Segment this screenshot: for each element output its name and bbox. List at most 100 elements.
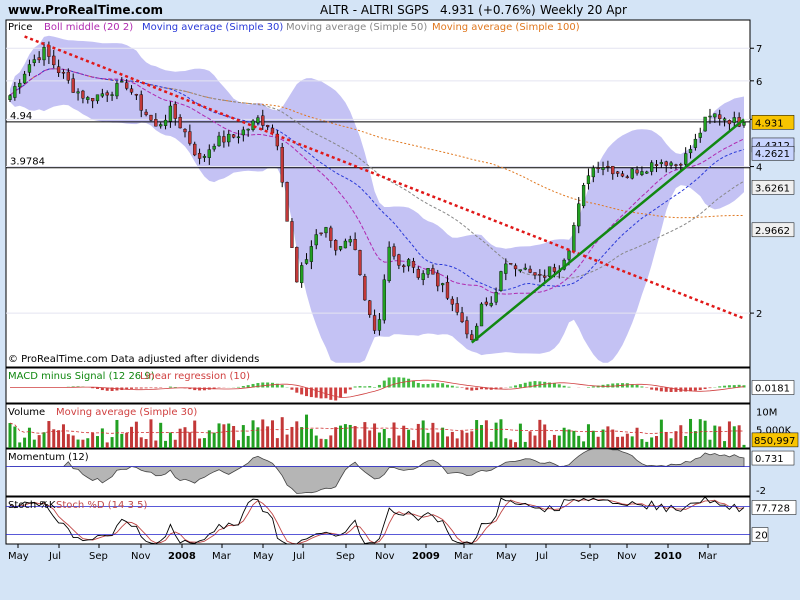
candle-body <box>742 122 746 126</box>
candle-body <box>353 239 357 250</box>
volume-bar <box>270 420 274 448</box>
macd-bar <box>484 387 488 390</box>
macd-bar <box>703 387 707 390</box>
volume-bar <box>76 439 80 448</box>
macd-bar <box>134 387 138 389</box>
volume-bar <box>693 431 697 448</box>
volume-bar <box>392 422 396 448</box>
volume-bar <box>475 420 479 448</box>
volume-bar <box>625 433 629 448</box>
level-label: 4.94 <box>10 111 32 122</box>
candle-body <box>465 320 469 335</box>
candle-body <box>149 114 153 121</box>
macd-bar <box>742 385 746 388</box>
volume-bar <box>110 437 114 448</box>
macd-bar <box>737 384 741 388</box>
volume-bar <box>134 421 138 448</box>
momentum-value-tag <box>751 450 795 466</box>
stoch-d-line <box>9 498 745 545</box>
stoch-d-title: Stoch %D (14 3 5) <box>56 500 147 511</box>
candle-body <box>445 281 450 299</box>
volume-bar <box>241 425 245 448</box>
candle-body <box>285 182 289 222</box>
volume-bar <box>52 429 56 448</box>
macd-bar <box>236 386 240 388</box>
macd-bar <box>523 382 527 388</box>
x-tick-label: 2010 <box>654 551 682 562</box>
candle-body <box>421 273 425 280</box>
candle-body <box>246 128 250 131</box>
volume-bar <box>630 436 634 448</box>
volume-bar <box>314 435 318 448</box>
macd-bar <box>319 387 323 399</box>
volume-bar <box>499 419 503 448</box>
volume-bar <box>23 437 27 448</box>
candle-body <box>688 149 693 154</box>
volume-bar <box>261 419 265 448</box>
volume-bar <box>480 425 484 448</box>
volume-bar <box>373 423 377 448</box>
macd-bar <box>538 381 542 388</box>
macd-bar <box>421 384 425 388</box>
volume-bar <box>548 440 552 448</box>
site-name[interactable]: www.ProRealTime.com <box>8 3 163 17</box>
sma30-line <box>9 68 745 291</box>
volume-bar <box>47 421 51 448</box>
macd-bar <box>596 385 600 388</box>
volume-bar <box>465 432 469 448</box>
candle-body <box>397 254 401 266</box>
macd-bar <box>382 380 386 388</box>
volume-bar <box>227 423 231 448</box>
volume-bar <box>523 441 527 448</box>
volume-bar <box>382 428 386 448</box>
candle-body <box>363 276 367 301</box>
macd-bar <box>625 383 629 388</box>
macd-bar <box>606 384 610 388</box>
volume-bar <box>674 431 678 448</box>
watermark-text: © ProRealTime.com Data adjusted after di… <box>8 354 259 365</box>
last-value-tag <box>751 145 795 161</box>
candle-body <box>217 135 221 147</box>
candle-body <box>188 131 192 144</box>
candle-body <box>295 247 299 283</box>
macd-bar <box>392 377 396 388</box>
candle-body <box>601 167 605 170</box>
volume-bar <box>339 425 343 448</box>
candle-body <box>722 118 727 121</box>
volume-bar <box>635 427 639 448</box>
volume-bar <box>71 435 75 448</box>
candle-body <box>110 94 114 96</box>
macd-bar <box>630 384 634 388</box>
candle-body <box>144 111 148 115</box>
volume-bar <box>256 427 260 448</box>
stoch-value-label: 77.728 <box>755 503 790 514</box>
volume-bar <box>659 419 663 448</box>
volume-bar <box>679 425 683 448</box>
macd-bar <box>324 387 328 399</box>
candle-body <box>319 232 323 235</box>
macd-bar <box>154 387 158 389</box>
volume-bar <box>37 435 41 448</box>
macd-bar <box>130 387 134 389</box>
macd-bar <box>329 387 333 400</box>
candle-body <box>416 269 420 278</box>
macd-title: MACD minus Signal (12 26 9) <box>8 371 155 382</box>
macd-bar <box>445 384 449 388</box>
candle-body <box>640 171 644 175</box>
x-tick-label: May <box>496 551 517 562</box>
volume-bar <box>455 438 459 448</box>
volume-bar <box>353 426 357 448</box>
macd-bar <box>669 387 673 392</box>
volume-bar <box>18 442 22 448</box>
candle-body <box>450 298 454 305</box>
candle-body <box>581 185 586 207</box>
volume-bar <box>582 441 586 448</box>
volume-bar <box>737 425 741 448</box>
volume-bar <box>324 439 328 448</box>
volume-bar <box>421 420 425 448</box>
candle-body <box>426 268 430 275</box>
candle-body <box>606 165 610 168</box>
macd-bar <box>188 387 192 390</box>
volume-bar <box>95 436 99 448</box>
last-value-label: 2.9662 <box>755 226 790 237</box>
